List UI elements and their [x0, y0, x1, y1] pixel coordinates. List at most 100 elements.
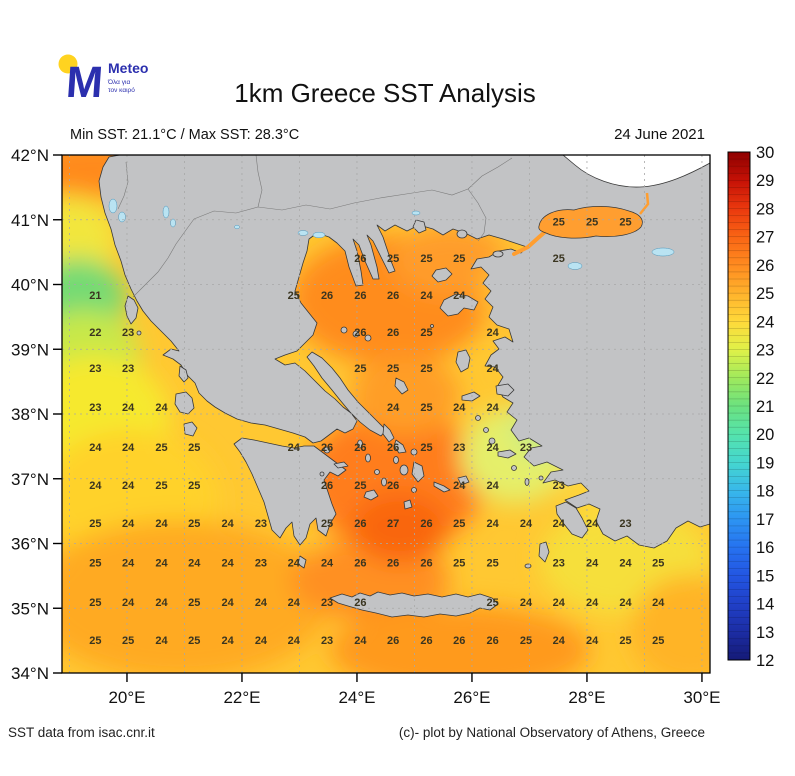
sst-value-label: 25 [354, 363, 366, 375]
sst-value-label: 24 [221, 518, 234, 530]
sst-value-label: 22 [89, 327, 101, 339]
colorbar-tick-label: 26 [756, 257, 774, 275]
sst-value-label: 26 [387, 557, 399, 569]
sst-value-label: 25 [619, 217, 631, 229]
map-panel: 25 25 25 26 25 25 25 25 21 25 26 26 26 24 24 22 23 26 26 25… [11, 138, 750, 707]
sst-value-label: 24 [553, 635, 566, 647]
sst-value-label: 24 [487, 442, 500, 454]
sst-value-label: 23 [321, 597, 333, 609]
sst-value-label: 26 [321, 442, 333, 454]
y-axis-tick-label: 42°N [11, 146, 49, 165]
sst-value-label: 25 [453, 518, 465, 530]
sst-value-label: 25 [520, 635, 532, 647]
colorbar-tick-label: 16 [756, 539, 774, 557]
sst-value-label: 25 [122, 635, 134, 647]
sst-value-label: 26 [387, 442, 399, 454]
sst-value-label: 24 [453, 290, 466, 302]
sst-value-label: 24 [122, 597, 135, 609]
sst-value-label: 24 [122, 480, 135, 492]
sst-value-label: 25 [453, 253, 465, 265]
sst-value-label: 25 [453, 557, 465, 569]
sst-value-label: 24 [586, 635, 599, 647]
sst-value-label: 24 [255, 635, 268, 647]
sst-value-label: 25 [155, 442, 167, 454]
colorbar-tick-label: 29 [756, 172, 774, 190]
colorbar-tick-label: 19 [756, 454, 774, 472]
colorbar-tick-labels: 12131415161718192021222324252627282930 [756, 144, 774, 670]
sst-value-label: 24 [619, 597, 632, 609]
sst-value-label: 26 [387, 290, 399, 302]
y-axis-tick-label: 39°N [11, 340, 49, 359]
sst-value-label: 25 [354, 480, 366, 492]
x-axis-tick-label: 20°E [108, 688, 145, 707]
sst-value-label: 24 [89, 480, 102, 492]
logo-m-icon: M [65, 58, 105, 107]
sst-value-label: 24 [221, 635, 234, 647]
sst-value-label: 27 [387, 518, 399, 530]
colorbar-tick-label: 25 [756, 285, 774, 303]
logo-tagline-2: τον καιρό [108, 86, 135, 94]
sst-value-label: 24 [288, 557, 301, 569]
colorbar-tick-label: 20 [756, 426, 774, 444]
sst-value-label: 24 [155, 635, 168, 647]
colorbar-tick-label: 18 [756, 483, 774, 501]
sst-value-label: 21 [89, 290, 101, 302]
sst-value-label: 24 [155, 597, 168, 609]
x-axis-tick-label: 30°E [683, 688, 720, 707]
sst-value-label: 23 [89, 402, 101, 414]
sst-value-label: 24 [321, 557, 334, 569]
sst-value-label: 25 [487, 557, 499, 569]
sst-value-label: 24 [586, 597, 599, 609]
sst-value-label: 24 [453, 480, 466, 492]
sst-value-label: 25 [188, 518, 200, 530]
sst-value-label: 26 [354, 557, 366, 569]
y-axis-tick-label: 37°N [11, 470, 49, 489]
sst-value-label: 24 [420, 290, 433, 302]
sst-value-label: 25 [586, 217, 598, 229]
sst-value-label: 24 [188, 557, 201, 569]
sst-value-label: 26 [354, 253, 366, 265]
sst-value-label: 24 [487, 402, 500, 414]
colorbar-tick-label: 22 [756, 370, 774, 388]
sst-value-label: 24 [487, 363, 500, 375]
sst-value-label: 24 [453, 402, 466, 414]
sst-value-label: 24 [122, 518, 135, 530]
sst-map-figure: M Meteo Όλα για τον καιρό 1km Greece SST… [0, 0, 795, 776]
sst-value-label: 23 [453, 442, 465, 454]
logo-brand-text: Meteo [108, 60, 148, 76]
data-source-credit: SST data from isac.cnr.it [8, 725, 155, 740]
sst-value-label: 26 [354, 442, 366, 454]
colorbar-tick-label: 23 [756, 342, 774, 360]
sst-value-label: 23 [619, 518, 631, 530]
sst-value-label: 25 [652, 557, 664, 569]
sst-value-label: 25 [188, 597, 200, 609]
sst-value-label: 26 [321, 290, 333, 302]
sst-value-label: 26 [420, 635, 432, 647]
sst-value-label: 26 [420, 518, 432, 530]
sst-value-label: 24 [652, 597, 665, 609]
colorbar-tick-label: 21 [756, 398, 774, 416]
sst-value-label: 24 [288, 442, 301, 454]
sst-value-label: 24 [155, 402, 168, 414]
sst-value-label: 24 [619, 557, 632, 569]
sst-value-label: 25 [420, 363, 432, 375]
sst-value-label: 26 [321, 480, 333, 492]
x-axis-tick-label: 28°E [568, 688, 605, 707]
sst-value-label: 24 [255, 597, 268, 609]
sst-value-label: 24 [89, 442, 102, 454]
colorbar-tick-label: 17 [756, 511, 774, 529]
sst-value-label: 25 [420, 402, 432, 414]
sst-value-label: 25 [188, 442, 200, 454]
sst-value-label: 24 [487, 480, 500, 492]
logo-tagline-1: Όλα για [107, 79, 130, 86]
sst-value-label: 25 [321, 518, 333, 530]
y-axis-tick-label: 41°N [11, 211, 49, 230]
sst-value-label: 24 [122, 557, 135, 569]
sst-value-label: 26 [354, 597, 366, 609]
sst-value-label: 26 [387, 635, 399, 647]
minmax-sst-label: Min SST: 21.1°C / Max SST: 28.3°C [70, 127, 299, 143]
sst-value-label: 25 [387, 253, 399, 265]
sst-value-label: 24 [354, 635, 367, 647]
sst-value-label: 26 [387, 480, 399, 492]
sst-value-label: 26 [354, 290, 366, 302]
